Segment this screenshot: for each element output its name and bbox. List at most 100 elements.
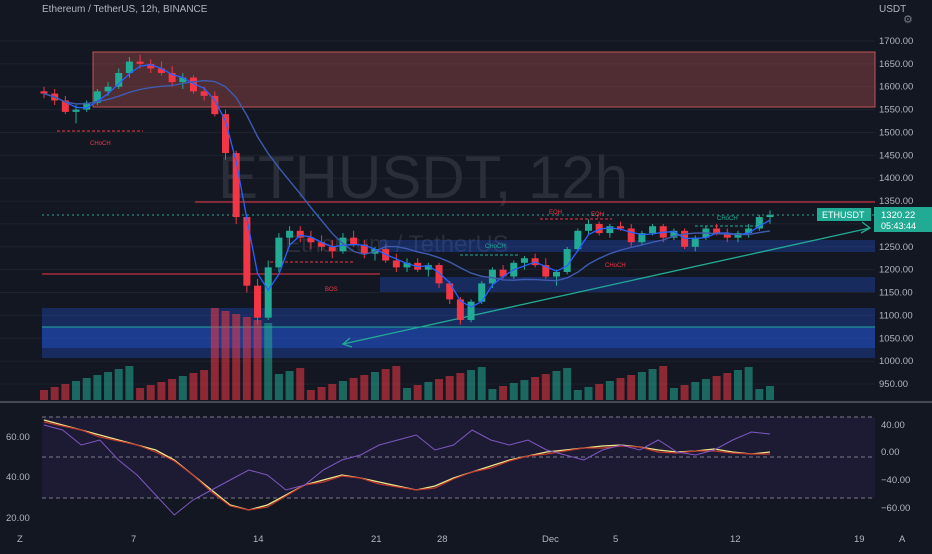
volume-bar [595, 384, 604, 400]
volume-bar [691, 382, 700, 400]
candle-body [83, 102, 91, 110]
price-tick-label: 1100.00 [879, 310, 913, 321]
volume-bar [605, 381, 614, 400]
currency-label: USDT [879, 4, 907, 15]
volume-bar [317, 387, 326, 400]
candle-body [649, 226, 657, 234]
candle-body [318, 242, 326, 247]
time-tick-label: 5 [613, 534, 618, 545]
candle-body [574, 230, 582, 250]
candle-body [328, 246, 336, 252]
candle-body [542, 265, 550, 277]
candle-body [307, 237, 315, 243]
volume-bar [40, 390, 48, 400]
price-tick-label: 1150.00 [879, 288, 913, 299]
candle-body [157, 68, 165, 74]
volume-bar [723, 373, 732, 400]
gear-icon[interactable]: ⚙ [903, 13, 913, 26]
candle-body [691, 237, 699, 247]
price-tick-label: 1350.00 [879, 196, 913, 207]
candle-body [563, 249, 571, 272]
candle-body [275, 237, 283, 268]
price-badge [874, 207, 932, 232]
candle-body [552, 271, 560, 277]
candle-body [40, 91, 48, 94]
price-tick-label: 1400.00 [879, 173, 913, 184]
volume-bar [274, 374, 283, 400]
candle-body [136, 61, 144, 64]
volume-bar [50, 387, 59, 400]
osc-right-tick: 0.00 [881, 447, 900, 458]
candle-body [392, 260, 400, 268]
structure-label: CHoCH [717, 216, 738, 222]
candle-body [499, 269, 507, 277]
volume-bar [627, 375, 636, 400]
volume-bar [659, 366, 668, 400]
volume-bar [509, 383, 518, 400]
candle-body [617, 226, 625, 229]
osc-left-tick: 20.00 [6, 513, 30, 524]
volume-bar [200, 370, 209, 400]
volume-bar [669, 388, 678, 400]
volume-bar [349, 378, 358, 400]
volume-bar [413, 385, 422, 400]
volume-bar [104, 372, 113, 400]
candle-body [254, 285, 262, 318]
supply-zone [92, 51, 876, 108]
volume-bar [285, 371, 294, 400]
structure-label: BOS [325, 287, 338, 293]
osc-left-tick: 40.00 [6, 472, 30, 483]
trend-arrow-head [860, 221, 872, 234]
volume-bar [477, 367, 486, 400]
price-tick-label: 1700.00 [879, 36, 913, 47]
volume-bar [766, 386, 774, 400]
structure-label: CHoCH [90, 141, 111, 147]
candle-body [286, 230, 294, 238]
volume-bar [584, 387, 593, 400]
structure-label: CHoCH [485, 244, 506, 250]
price-tick-label: 1550.00 [879, 105, 913, 116]
candle-body [243, 217, 251, 286]
volume-bar [392, 366, 401, 400]
volume-bar [157, 382, 166, 400]
volume-bar [744, 367, 753, 400]
osc-right-tick: 40.00 [881, 420, 905, 431]
trend-arrow-head [341, 337, 353, 348]
demand-zone-inner [42, 327, 875, 348]
symbol-badge-label: ETHUSDT [822, 210, 865, 220]
candle-body [446, 283, 454, 300]
volume-bar [61, 384, 70, 400]
symbol-title[interactable]: Ethereum / TetherUS, 12h, BINANCE [42, 4, 208, 15]
volume-bar [531, 377, 540, 400]
candle-body [264, 267, 272, 318]
volume-bar [435, 379, 444, 400]
osc-right-tick: −40.00 [881, 475, 910, 486]
fast-ma-line [43, 63, 771, 308]
candle-body [168, 73, 176, 83]
volume-bar [338, 381, 347, 400]
slow-ma-line [43, 79, 771, 282]
candle-body [350, 237, 358, 245]
candle-body [232, 153, 240, 218]
candle-body [745, 228, 753, 234]
volume-bar [114, 369, 123, 400]
candle-body [403, 262, 411, 268]
oscillator-line [43, 424, 771, 516]
volume-bar [499, 386, 508, 400]
axis-edge-label: Z [17, 534, 23, 545]
volume-bar [264, 323, 273, 400]
price-tick-label: 1250.00 [879, 242, 913, 253]
candle-body [488, 269, 496, 284]
volume-bar [573, 390, 582, 400]
candle-body [147, 63, 155, 69]
price-tick-label: 950.00 [879, 379, 908, 390]
price-tick-label: 1200.00 [879, 265, 913, 276]
price-tick-label: 1450.00 [879, 150, 913, 161]
candle-body [713, 228, 721, 234]
order-block-1 [380, 277, 875, 292]
structure-label: EQH [549, 210, 562, 216]
time-tick-label: 28 [437, 534, 448, 545]
candle-body [104, 86, 112, 92]
